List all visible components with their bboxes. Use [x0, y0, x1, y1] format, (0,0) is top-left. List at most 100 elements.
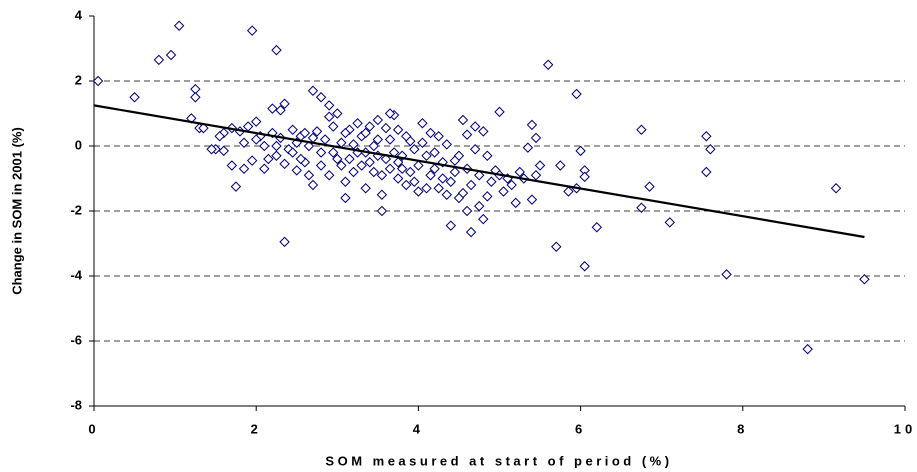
point — [437, 173, 448, 184]
point — [230, 181, 242, 192]
point — [299, 127, 311, 139]
point — [323, 100, 335, 111]
point — [250, 116, 262, 127]
point — [579, 171, 590, 183]
point — [279, 98, 290, 109]
point — [356, 160, 367, 171]
point — [303, 140, 315, 152]
x-axis-title: SOM measured at start of period (%) — [325, 453, 672, 468]
point — [705, 144, 716, 155]
point — [271, 44, 282, 56]
point — [482, 191, 493, 202]
point — [461, 129, 473, 140]
point — [494, 106, 505, 118]
point — [551, 241, 562, 252]
x-tick-label: 8 — [737, 421, 748, 436]
point — [664, 217, 676, 228]
point — [348, 139, 359, 150]
trendline — [93, 104, 865, 239]
x-tick-label: 0 — [88, 421, 99, 436]
point — [514, 166, 525, 178]
point — [575, 145, 586, 157]
point — [449, 155, 461, 166]
point — [534, 160, 546, 171]
point — [376, 189, 388, 200]
point — [429, 147, 440, 158]
point — [376, 205, 388, 217]
point — [522, 142, 534, 153]
point — [303, 170, 315, 181]
point — [368, 140, 380, 152]
point — [340, 176, 351, 187]
point — [461, 205, 473, 217]
point — [478, 126, 489, 137]
point — [636, 202, 647, 213]
y-tick-label: -4 — [70, 267, 82, 282]
point — [579, 261, 590, 272]
point — [372, 114, 384, 126]
point — [153, 54, 165, 66]
x-tick-label: 10 — [894, 421, 916, 436]
point — [165, 49, 177, 61]
point — [336, 160, 347, 171]
point — [332, 153, 343, 165]
point — [352, 118, 363, 129]
point — [449, 166, 461, 178]
point — [360, 127, 371, 139]
point — [409, 176, 420, 187]
point — [530, 170, 542, 181]
point — [250, 134, 262, 145]
point — [226, 160, 238, 171]
point — [486, 176, 497, 187]
point — [433, 131, 444, 142]
point — [421, 150, 432, 161]
point — [323, 111, 335, 122]
point — [417, 137, 428, 148]
point — [307, 179, 319, 191]
point — [405, 166, 416, 178]
point — [396, 163, 408, 174]
point — [392, 157, 404, 168]
point — [315, 160, 327, 171]
point — [271, 140, 282, 152]
point — [445, 176, 457, 187]
point — [510, 197, 521, 209]
point — [563, 186, 574, 197]
point — [238, 163, 250, 174]
point — [271, 150, 282, 161]
point — [259, 163, 270, 174]
point — [360, 183, 371, 194]
point — [526, 194, 538, 205]
point — [328, 147, 339, 158]
point — [425, 127, 436, 139]
point — [425, 170, 436, 181]
point — [246, 155, 258, 166]
x-tick-label: 2 — [251, 421, 262, 436]
point — [482, 150, 493, 161]
point — [401, 179, 412, 191]
point — [376, 170, 388, 181]
point — [701, 166, 712, 178]
point — [506, 179, 517, 191]
point — [315, 147, 327, 158]
point — [409, 144, 420, 155]
point — [287, 124, 298, 135]
x-tick-label: 4 — [413, 421, 424, 436]
point — [246, 25, 258, 36]
point — [701, 131, 712, 142]
point — [319, 134, 331, 145]
point — [465, 179, 477, 191]
point — [364, 157, 375, 168]
y-tick-label: 4 — [75, 7, 83, 22]
point — [469, 144, 481, 155]
point — [380, 122, 392, 134]
point — [364, 121, 375, 132]
point — [644, 181, 655, 192]
point — [238, 137, 250, 148]
x-tick-label: 6 — [575, 421, 586, 436]
point — [413, 186, 424, 197]
point — [384, 163, 396, 174]
point — [173, 20, 185, 31]
point — [206, 144, 217, 155]
